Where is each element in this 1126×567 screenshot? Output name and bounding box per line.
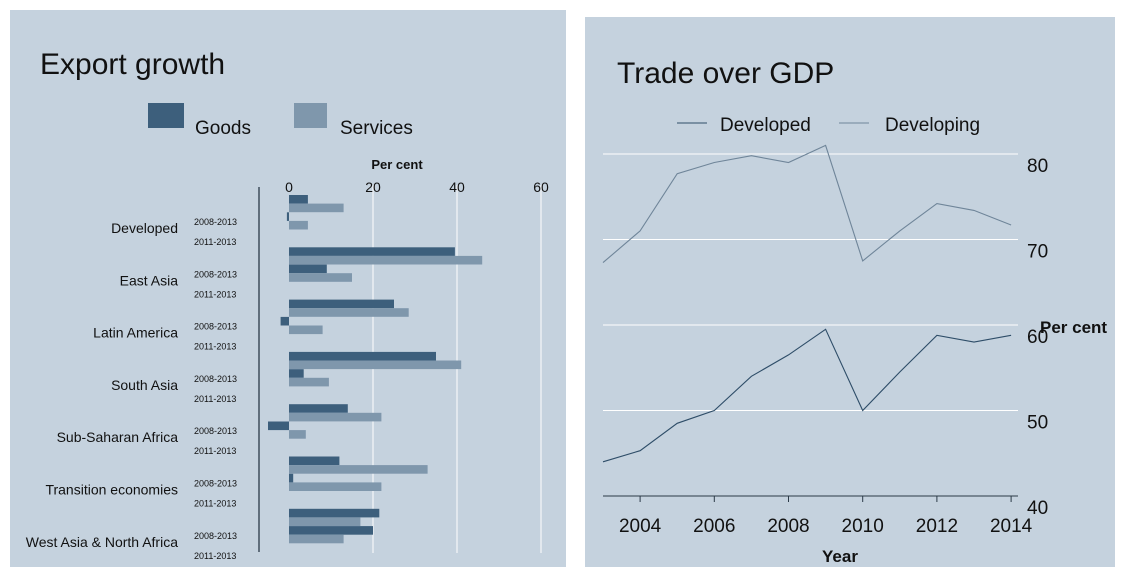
left-bar	[289, 255, 483, 265]
right-y-ticks: 40 50 60 70 80	[1027, 156, 1048, 519]
left-bar	[289, 404, 348, 413]
legend-label-developing: Developing	[885, 115, 980, 136]
left-category-label: Latin America	[93, 325, 178, 341]
legend-label-goods: Goods	[195, 118, 251, 139]
left-legend: Goods Services	[148, 103, 413, 139]
left-bar	[289, 508, 380, 518]
right-x-tick-label: 2006	[693, 516, 735, 537]
left-category-label: West Asia & North Africa	[26, 534, 178, 550]
series-line-developed	[602, 328, 1012, 463]
trade-over-gdp-chart: Trade over GDP Developed Developing 40 50…	[585, 17, 1115, 567]
series-line-developing	[602, 144, 1012, 264]
left-x-tick-label: 0	[285, 179, 293, 195]
left-bar	[289, 465, 428, 474]
left-x-ticks: 0 20 40 60	[285, 179, 549, 195]
left-period-label: 2008-2013	[194, 217, 237, 227]
legend-label-services: Services	[340, 118, 413, 139]
left-bars	[268, 195, 483, 544]
left-x-tick-label: 60	[533, 179, 549, 195]
left-period-label: 2011-2013	[194, 551, 236, 561]
left-chart-background	[10, 10, 566, 567]
right-x-tick-label: 2012	[916, 516, 958, 537]
left-bar	[289, 412, 382, 422]
left-bar	[289, 360, 462, 370]
left-bar	[289, 308, 409, 317]
right-y-tick-label: 70	[1027, 242, 1048, 263]
right-x-tick-label: 2008	[767, 516, 809, 537]
right-y-tick-label: 60	[1027, 327, 1048, 348]
right-y-axis-label: Per cent	[1040, 318, 1107, 337]
left-bar	[289, 430, 306, 439]
left-period-label: 2011-2013	[194, 342, 236, 352]
left-period-label: 2011-2013	[194, 237, 236, 247]
left-x-tick-label: 40	[449, 179, 465, 195]
left-category-label: Transition economies	[45, 482, 178, 498]
left-bar	[289, 517, 361, 526]
left-category-label: East Asia	[120, 272, 179, 288]
left-category-label: South Asia	[111, 377, 178, 393]
left-bar	[289, 195, 308, 204]
legend-swatch-services	[294, 103, 327, 128]
right-y-tick-label: 80	[1027, 156, 1048, 177]
left-period-label: 2008-2013	[194, 269, 237, 279]
left-bar	[289, 299, 394, 309]
left-period-label: 2008-2013	[194, 374, 237, 384]
right-chart-background	[585, 17, 1115, 567]
left-bar	[289, 526, 373, 535]
left-bar	[289, 325, 323, 335]
export-growth-chart: Export growth Goods Services Per cent 0 2…	[10, 10, 566, 567]
left-bar	[289, 369, 304, 378]
right-x-tick-label: 2014	[990, 516, 1033, 537]
left-bar	[268, 421, 289, 431]
left-bar	[289, 264, 327, 274]
right-x-tick-label: 2010	[842, 516, 884, 537]
left-x-tick-label: 20	[365, 179, 381, 195]
left-category-label: Developed	[111, 220, 178, 236]
left-bar	[289, 273, 352, 282]
right-chart-title: Trade over GDP	[617, 57, 834, 90]
left-bar	[289, 351, 436, 361]
left-bar	[289, 247, 455, 256]
left-bar	[289, 482, 382, 491]
left-bar	[289, 377, 329, 387]
left-period-label: 2008-2013	[194, 426, 237, 436]
left-bar	[289, 456, 340, 466]
left-period-label: 2008-2013	[194, 531, 237, 541]
left-period-label: 2008-2013	[194, 479, 237, 489]
left-chart-title: Export growth	[40, 48, 225, 81]
left-category-label: Sub-Saharan Africa	[57, 429, 179, 445]
right-gridlines	[603, 153, 1018, 411]
left-bar	[289, 473, 294, 483]
right-lines	[602, 144, 1012, 463]
left-category-labels: Developed 2008-2013 2011-2013 East Asia 2008…	[26, 217, 237, 561]
left-period-label: 2011-2013	[194, 394, 236, 404]
left-bar	[280, 316, 289, 326]
left-bar	[289, 534, 344, 544]
right-x-axis-label: Year	[822, 547, 858, 566]
left-bar	[286, 212, 289, 221]
left-bar	[289, 220, 308, 230]
left-bar	[289, 203, 344, 213]
right-x-tick-label: 2004	[619, 516, 662, 537]
left-x-axis-label: Per cent	[371, 157, 423, 172]
left-period-label: 2011-2013	[194, 446, 236, 456]
right-y-tick-label: 50	[1027, 413, 1048, 434]
left-period-label: 2011-2013	[194, 499, 236, 509]
right-y-tick-label: 40	[1027, 498, 1048, 519]
left-period-label: 2011-2013	[194, 289, 236, 299]
right-x-ticks: 2004 2006 2008 2010 2012 2014	[619, 496, 1033, 537]
right-legend: Developed Developing	[677, 115, 980, 136]
legend-swatch-goods	[148, 103, 184, 128]
left-period-label: 2008-2013	[194, 322, 237, 332]
legend-label-developed: Developed	[720, 115, 811, 136]
